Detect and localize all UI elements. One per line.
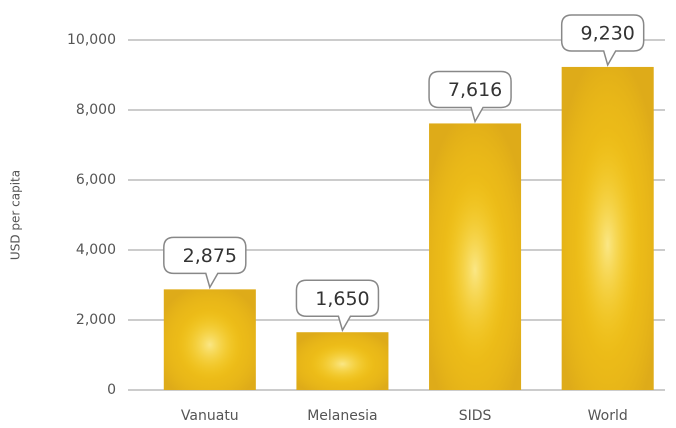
- value-label: 7,616: [448, 79, 502, 101]
- value-label: 9,230: [580, 22, 634, 44]
- callout-bubble: [163, 236, 247, 290]
- value-label: 2,875: [183, 245, 237, 267]
- bar-shine: [429, 123, 522, 390]
- x-tick-label: World: [588, 408, 628, 424]
- y-tick-label: 8,000: [76, 102, 116, 118]
- value-label: 1,650: [315, 288, 369, 310]
- y-tick-label: 2,000: [76, 312, 116, 328]
- x-tick-label: Vanuatu: [181, 408, 239, 424]
- callout-bubble: [428, 70, 512, 124]
- x-tick-label: SIDS: [459, 408, 492, 424]
- y-tick-label: 6,000: [76, 172, 116, 188]
- y-tick-label: 4,000: [76, 242, 116, 258]
- bar-shine: [163, 289, 256, 390]
- x-tick-label: Melanesia: [307, 408, 377, 424]
- callout-bubble: [560, 14, 645, 67]
- y-tick-label: 0: [107, 382, 116, 398]
- bar-shine: [561, 66, 654, 390]
- y-axis-label: USD per capita: [9, 170, 23, 260]
- y-tick-label: 10,000: [67, 32, 116, 48]
- callout-bubble: [295, 279, 380, 333]
- bar-shine: [296, 332, 389, 390]
